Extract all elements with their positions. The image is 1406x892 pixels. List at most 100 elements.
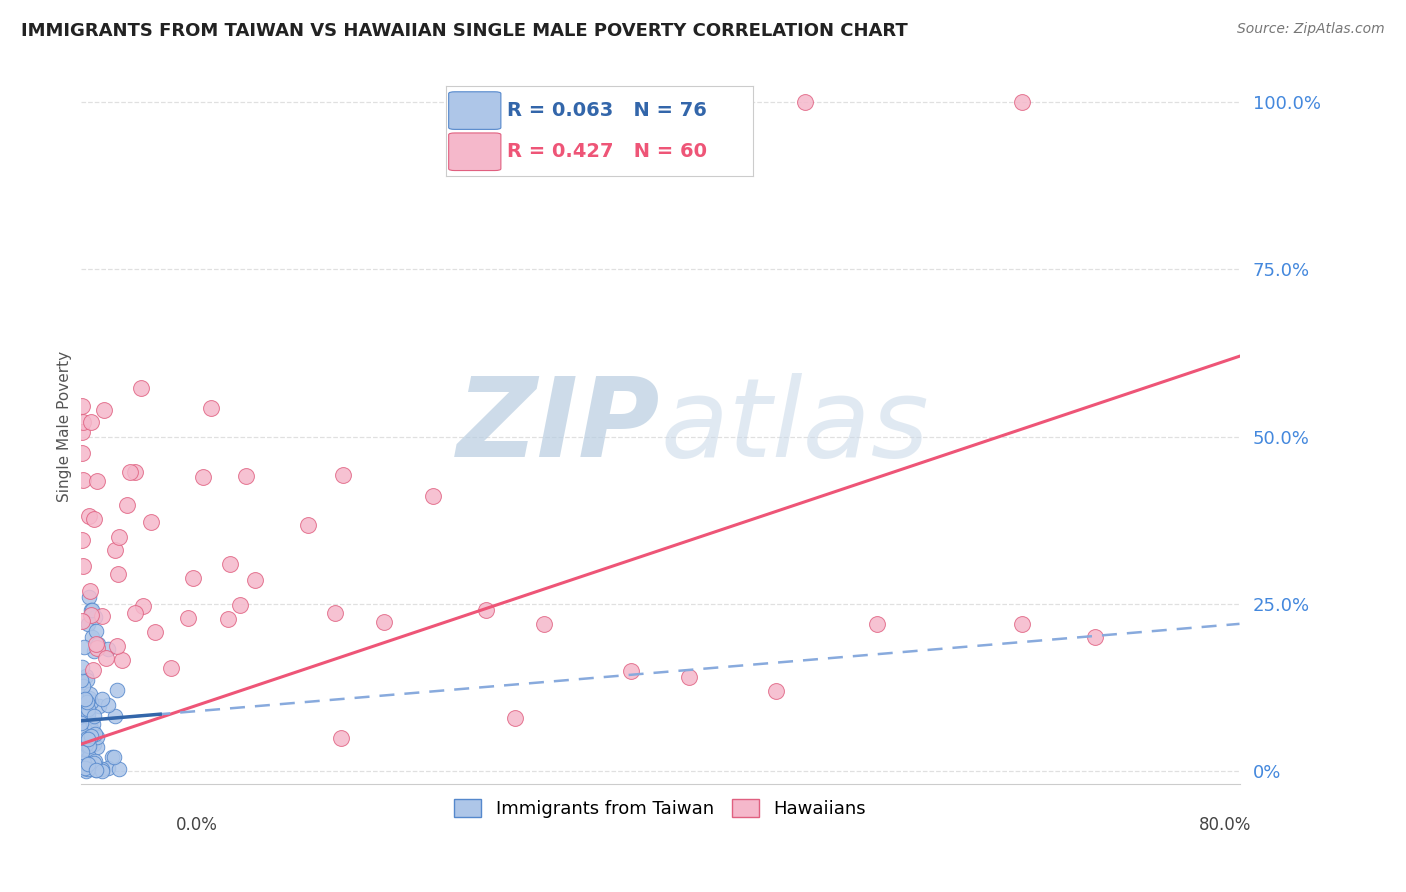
Point [69, 736, 91, 750]
Point [83, 756, 105, 770]
Point [79, 687, 101, 701]
Point [129, 381, 152, 395]
Point [70, 659, 93, 673]
Point [132, 599, 155, 613]
Point [100, 750, 122, 764]
Point [79, 717, 101, 731]
Point [70, 745, 93, 759]
Point [332, 468, 354, 483]
Point [243, 574, 266, 588]
Point [84, 610, 107, 624]
Point [72, 559, 94, 574]
Point [77, 739, 100, 753]
Point [115, 498, 138, 512]
Point [1011, 616, 1033, 631]
Point [620, 664, 643, 678]
Point [200, 401, 222, 415]
Point [76, 757, 98, 772]
Point [72, 756, 94, 771]
Point [139, 515, 162, 529]
Point [76, 756, 98, 770]
Point [70, 745, 93, 759]
Point [373, 615, 395, 630]
Point [86, 641, 108, 656]
Point [124, 606, 146, 620]
Point [84, 763, 107, 777]
Point [75, 753, 97, 767]
Point [79, 508, 101, 523]
Point [76, 731, 98, 745]
Point [503, 710, 526, 724]
Point [97, 698, 120, 712]
Point [70, 716, 93, 731]
Point [76, 616, 98, 631]
Point [82, 717, 104, 731]
Point [108, 763, 131, 777]
Point [77, 731, 100, 746]
Text: ZIP: ZIP [457, 373, 659, 480]
Point [73, 694, 96, 708]
Point [80, 415, 103, 429]
Point [75, 669, 97, 683]
Point [83, 512, 105, 526]
Point [1084, 630, 1107, 644]
Point [160, 661, 183, 675]
Point [72, 473, 94, 487]
Point [105, 682, 128, 697]
Point [228, 598, 250, 612]
Point [73, 761, 96, 775]
Point [104, 709, 127, 723]
Point [1011, 95, 1033, 109]
Point [866, 616, 889, 631]
Point [765, 683, 787, 698]
Point [124, 465, 146, 479]
Point [793, 95, 815, 109]
Point [181, 571, 204, 585]
Point [76, 695, 98, 709]
Point [103, 749, 125, 764]
Point [105, 639, 128, 653]
Point [73, 723, 96, 738]
Point [73, 692, 96, 706]
Point [80, 730, 103, 744]
Y-axis label: Single Male Poverty: Single Male Poverty [58, 351, 72, 502]
Point [219, 557, 242, 571]
Point [79, 603, 101, 617]
Point [75, 737, 97, 751]
Point [77, 731, 100, 746]
Point [73, 640, 96, 655]
Point [69, 673, 91, 687]
Point [70, 715, 93, 730]
Point [79, 583, 101, 598]
Point [77, 750, 100, 764]
Point [77, 740, 100, 755]
Point [191, 469, 214, 483]
Text: atlas: atlas [659, 373, 928, 480]
Point [217, 612, 239, 626]
Point [86, 730, 108, 744]
Point [93, 402, 115, 417]
Point [91, 608, 114, 623]
Point [72, 689, 94, 703]
Point [145, 625, 167, 640]
Point [80, 695, 103, 709]
Point [678, 670, 700, 684]
Point [86, 739, 108, 754]
Point [76, 758, 98, 772]
Point [72, 680, 94, 694]
Legend: Immigrants from Taiwan, Hawaiians: Immigrants from Taiwan, Hawaiians [447, 792, 873, 825]
Point [422, 489, 444, 503]
Text: IMMIGRANTS FROM TAIWAN VS HAWAIIAN SINGLE MALE POVERTY CORRELATION CHART: IMMIGRANTS FROM TAIWAN VS HAWAIIAN SINGL… [21, 22, 908, 40]
Point [84, 637, 107, 651]
Point [91, 692, 114, 706]
Point [108, 530, 131, 544]
Point [76, 756, 98, 770]
Point [86, 624, 108, 638]
Point [84, 727, 107, 741]
Point [76, 707, 98, 722]
Point [70, 614, 93, 628]
Point [82, 603, 104, 617]
Point [77, 702, 100, 716]
Point [120, 465, 142, 479]
Point [72, 762, 94, 776]
